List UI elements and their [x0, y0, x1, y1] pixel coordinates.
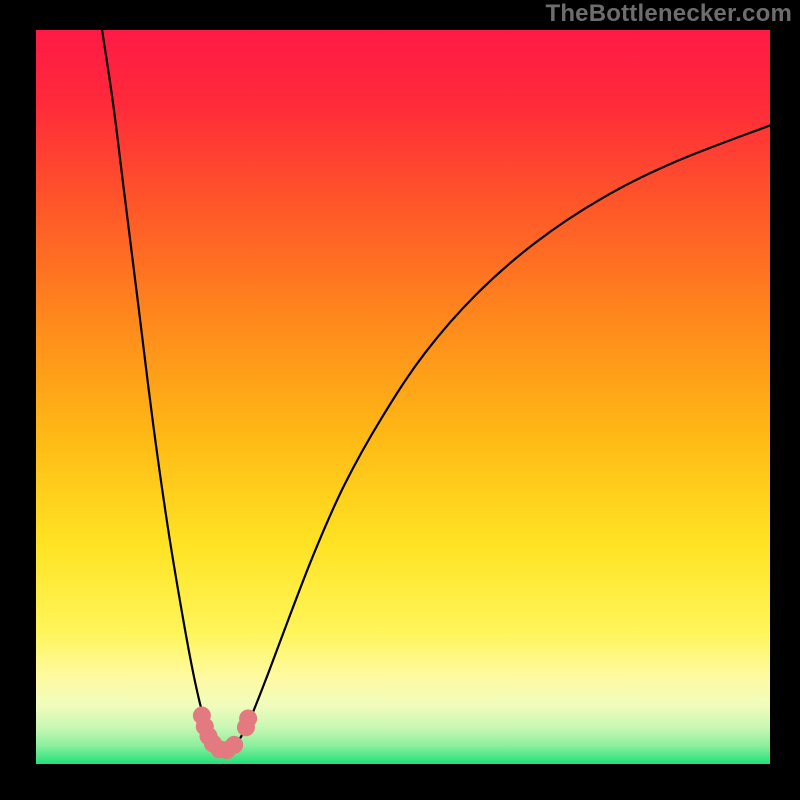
chart-stage: TheBottlenecker.com [0, 0, 800, 800]
watermark-text: TheBottlenecker.com [545, 0, 792, 28]
chart-svg [0, 0, 800, 800]
marker-dot-8 [239, 709, 257, 727]
marker-dot-6 [225, 736, 243, 754]
plot-area [36, 30, 770, 764]
